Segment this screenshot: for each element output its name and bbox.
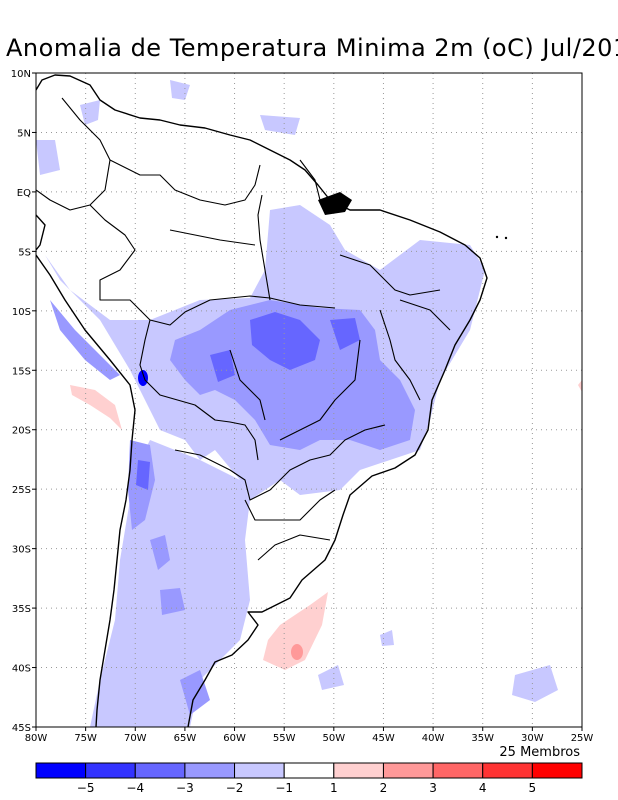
lon-tick-label: 40W bbox=[422, 733, 445, 744]
lat-tick-label: EQ bbox=[17, 188, 31, 199]
colorbar-swatch bbox=[382, 762, 434, 779]
colorbar-swatch bbox=[35, 762, 87, 779]
colorbar-swatch bbox=[531, 762, 583, 779]
colorbar-swatch bbox=[234, 762, 285, 779]
lat-tick-label: 10N bbox=[11, 69, 31, 80]
colorbar-swatch bbox=[283, 762, 335, 779]
colorbar-label: 3 bbox=[429, 781, 437, 795]
latitude-ticks: 10N 5N EQ 5S 10S 15S 20S 25S 30S 35S 40S 45S bbox=[11, 69, 36, 734]
colorbar-swatch bbox=[184, 762, 236, 779]
lon-tick-label: 35W bbox=[471, 733, 494, 744]
lat-tick-label: 20S bbox=[12, 426, 31, 437]
longitude-ticks: 80W 75W 70W 65W 60W 55W 50W 45W 40W 35W 30W 25W bbox=[25, 727, 594, 744]
lon-tick-label: 45W bbox=[372, 733, 395, 744]
colorbar-label: −5 bbox=[77, 781, 95, 795]
colorbar-swatch bbox=[482, 762, 533, 779]
lat-tick-label: 10S bbox=[12, 307, 31, 318]
lon-tick-label: 50W bbox=[323, 733, 346, 744]
lon-tick-label: 65W bbox=[174, 733, 197, 744]
colorbar-label: 1 bbox=[330, 781, 338, 795]
lon-tick-label: 30W bbox=[521, 733, 544, 744]
members-label: 25 Membros bbox=[499, 745, 580, 760]
lat-tick-label: 15S bbox=[12, 366, 31, 377]
map-title: Anomalia de Temperatura Minima 2m (oC) J… bbox=[6, 34, 618, 62]
coastline bbox=[36, 74, 488, 727]
colorbar-swatch bbox=[333, 762, 384, 779]
lat-tick-label: 35S bbox=[12, 604, 31, 615]
lat-tick-label: 45S bbox=[12, 723, 31, 734]
lat-tick-label: 25S bbox=[12, 485, 31, 496]
colorbar: −5 −4 −3 −2 −1 1 2 3 4 5 bbox=[35, 762, 583, 795]
lon-tick-label: 70W bbox=[124, 733, 147, 744]
lat-tick-label: 40S bbox=[12, 664, 31, 675]
colorbar-label: −3 bbox=[176, 781, 194, 795]
colorbar-label: −1 bbox=[275, 781, 293, 795]
lon-tick-label: 60W bbox=[223, 733, 246, 744]
lat-tick-label: 5N bbox=[17, 128, 31, 139]
anomaly-field-dark bbox=[136, 312, 360, 490]
amazon-delta bbox=[318, 192, 508, 240]
lon-tick-label: 80W bbox=[25, 733, 48, 744]
colorbar-label: 5 bbox=[529, 781, 537, 795]
colorbar-label: −4 bbox=[126, 781, 144, 795]
colorbar-swatch bbox=[134, 762, 186, 779]
colorbar-label: −2 bbox=[226, 781, 244, 795]
lat-tick-label: 5S bbox=[18, 247, 31, 258]
colorbar-swatch bbox=[432, 762, 484, 779]
anomaly-field-positive bbox=[70, 380, 582, 670]
map-frame bbox=[35, 72, 583, 728]
colorbar-label: 2 bbox=[380, 781, 388, 795]
country-borders bbox=[36, 97, 451, 561]
colorbar-swatch bbox=[85, 762, 136, 779]
lon-tick-label: 55W bbox=[273, 733, 296, 744]
anomaly-field-extreme bbox=[138, 370, 148, 386]
lon-tick-label: 75W bbox=[74, 733, 97, 744]
lat-tick-label: 30S bbox=[12, 545, 31, 556]
lon-tick-label: 25W bbox=[571, 733, 594, 744]
colorbar-label: 4 bbox=[479, 781, 487, 795]
